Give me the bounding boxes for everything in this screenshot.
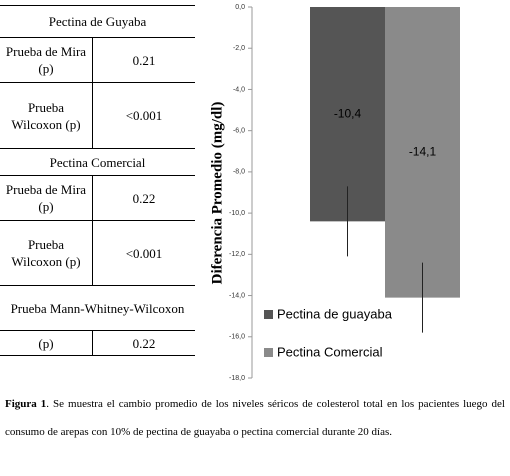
legend-swatch	[264, 348, 273, 357]
table-row: Prueba Wilcoxon (p) <0.001	[0, 220, 195, 286]
table-cell: Prueba de Mira (p)	[0, 175, 93, 221]
y-tick-label: -8,0	[233, 169, 245, 176]
table-row: Prueba Wilcoxon (p) <0.001	[0, 82, 195, 149]
y-tick-label: -18,0	[229, 375, 245, 382]
y-tick-label: -14,0	[229, 292, 245, 299]
y-tick-label: -10,0	[229, 210, 245, 217]
table-row: Prueba de Mira (p) 0.21	[0, 37, 195, 83]
bar	[385, 7, 460, 298]
table-cell: Prueba Wilcoxon (p)	[0, 82, 93, 149]
table-row: Prueba Mann-Whitney-Wilcoxon	[0, 285, 195, 331]
y-tick-label: -12,0	[229, 251, 245, 258]
table-cell: <0.001	[92, 220, 195, 286]
y-tick-label: -4,0	[233, 86, 245, 93]
table-cell: Prueba de Mira (p)	[0, 37, 93, 83]
bar	[310, 7, 385, 222]
y-tick-label: -2,0	[233, 45, 245, 52]
table-row: Pectina de Guyaba	[0, 5, 195, 38]
table-cell: (p)	[0, 330, 93, 356]
table-cell: 0.22	[92, 175, 195, 221]
y-tick-label: 0,0	[235, 4, 245, 11]
legend-swatch	[264, 310, 273, 319]
table-cell: Pectina Comercial	[0, 148, 195, 176]
stats-table: Pectina de Guyaba Prueba de Mira (p) 0.21 P…	[0, 5, 195, 356]
table-cell: 0.21	[92, 37, 195, 83]
legend-label: Pectina de guayaba	[277, 306, 393, 321]
table-row: Prueba de Mira (p) 0.22	[0, 175, 195, 221]
y-tick-label: -16,0	[229, 334, 245, 341]
table-cell: 0.22	[92, 330, 195, 356]
chart: Diferencia Promedio (mg/dl) 0,0 -2,0 -4,0 -…	[209, 4, 460, 382]
table-cell: Pectina de Guyaba	[0, 5, 195, 38]
value-label: -10,4	[334, 106, 362, 120]
legend-label: Pectina Comercial	[277, 344, 383, 359]
caption-label: Figura 1	[5, 398, 47, 410]
table-row: (p) 0.22	[0, 330, 195, 356]
y-tick-label: -6,0	[233, 128, 245, 135]
y-axis-label: Diferencia Promedio (mg/dl)	[209, 102, 225, 285]
value-label: -14,1	[409, 144, 437, 158]
caption: Figura 1. Se muestra el cambio promedio …	[5, 390, 505, 446]
table-cell: <0.001	[92, 82, 195, 149]
table-cell: Prueba Mann-Whitney-Wilcoxon	[0, 285, 195, 331]
caption-text: . Se muestra el cambio promedio de los n…	[5, 398, 505, 438]
table-row: Pectina Comercial	[0, 148, 195, 176]
